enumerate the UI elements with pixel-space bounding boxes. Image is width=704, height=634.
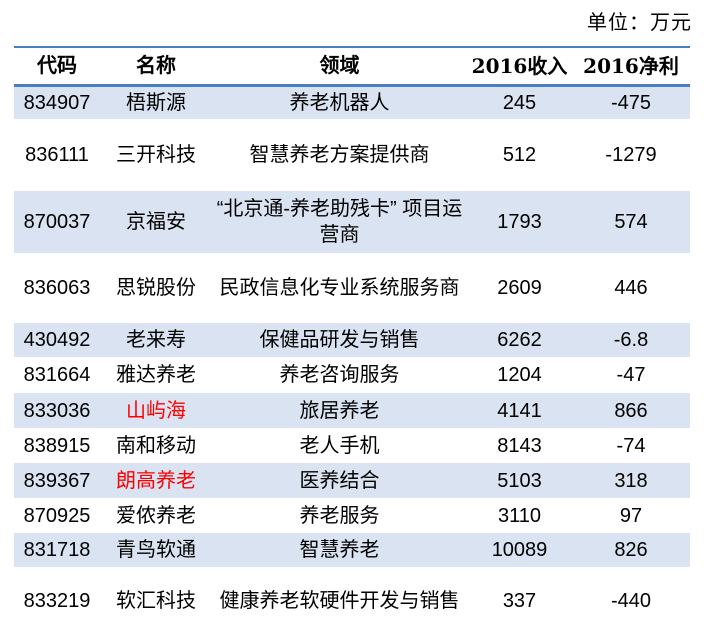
table-header-row: 代码 名称 领域 2016收入 2016净利 — [14, 48, 690, 87]
cell-field: 民政信息化专业系统服务商 — [219, 277, 460, 299]
table-row: 831664 雅达养老 养老咨询服务 1204 -47 — [14, 357, 690, 393]
cell-name: 思锐股份 — [116, 277, 196, 299]
cell-profit: -1279 — [605, 144, 657, 166]
cell-field: 养老咨询服务 — [279, 364, 400, 386]
cell-name: 南和移动 — [116, 434, 196, 457]
cell-name: 京福安 — [126, 211, 186, 233]
data-table: 代码 名称 领域 2016收入 2016净利 834907 梧斯源 养老机器人 … — [14, 46, 690, 634]
cell-revenue: 5103 — [497, 469, 542, 492]
table-row: 836063 思锐股份 民政信息化专业系统服务商 2609 446 — [14, 253, 690, 323]
cell-profit: 318 — [614, 469, 648, 492]
cell-field: 医养结合 — [299, 469, 380, 492]
header-revenue: 2016收入 — [471, 54, 568, 78]
table-row: 838915 南和移动 老人手机 8143 -74 — [14, 428, 690, 463]
table-row: 833036 山屿海 旅居养老 4141 866 — [14, 393, 690, 428]
cell-code: 836063 — [23, 277, 91, 299]
cell-code: 870037 — [23, 211, 91, 233]
cell-name: 青鸟软通 — [116, 539, 196, 561]
cell-field: 养老服务 — [299, 504, 380, 527]
cell-code: 831718 — [23, 539, 91, 561]
cell-profit: 574 — [614, 211, 648, 233]
cell-name: 三开科技 — [116, 144, 196, 166]
cell-revenue: 1793 — [497, 211, 542, 233]
cell-name: 朗高养老 — [116, 469, 196, 492]
cell-field: 老人手机 — [299, 434, 380, 457]
cell-code: 831664 — [23, 364, 91, 386]
header-profit: 2016净利 — [583, 54, 679, 78]
table-row: 836111 三开科技 智慧养老方案提供商 512 -1279 — [14, 119, 690, 191]
table-row: 870925 爱侬养老 养老服务 3110 97 — [14, 498, 690, 533]
header-code: 代码 — [37, 55, 77, 77]
cell-revenue: 2609 — [497, 277, 542, 299]
cell-profit: 97 — [619, 504, 643, 527]
cell-revenue: 8143 — [497, 434, 542, 457]
cell-code: 838915 — [23, 434, 91, 457]
cell-revenue: 6262 — [497, 329, 542, 351]
cell-profit: -47 — [616, 364, 646, 386]
cell-profit: -74 — [616, 434, 646, 457]
cell-name: 山屿海 — [126, 399, 186, 422]
table-body: 834907 梧斯源 养老机器人 245 -475 836111 三开科技 智慧… — [14, 87, 690, 634]
cell-profit: 826 — [614, 539, 648, 561]
cell-revenue: 1204 — [497, 364, 542, 386]
table-row: 870037 京福安 “北京通-养老助残卡” 项目运营商 1793 574 — [14, 191, 690, 253]
cell-name: 爱侬养老 — [116, 504, 196, 527]
table-row: 430492 老来寿 保健品研发与销售 6262 -6.8 — [14, 323, 690, 357]
cell-code: 430492 — [23, 329, 91, 351]
cell-code: 839367 — [23, 469, 91, 492]
cell-revenue: 337 — [502, 590, 537, 612]
table-row: 839367 朗高养老 医养结合 5103 318 — [14, 463, 690, 498]
cell-name: 老来寿 — [126, 329, 186, 351]
table-row: 831718 青鸟软通 智慧养老 10089 826 — [14, 533, 690, 567]
cell-code: 836111 — [25, 144, 89, 166]
cell-code: 870925 — [23, 504, 91, 527]
unit-label: 单位：万元 — [587, 12, 692, 34]
cell-field: 旅居养老 — [299, 399, 380, 422]
cell-code: 833219 — [23, 590, 91, 612]
cell-revenue: 512 — [502, 144, 537, 166]
cell-profit: -440 — [610, 590, 652, 612]
table-row: 833219 软汇科技 健康养老软硬件开发与销售 337 -440 — [14, 567, 690, 634]
cell-profit: -475 — [610, 92, 652, 114]
cell-profit: -6.8 — [613, 329, 649, 351]
cell-field: 养老机器人 — [289, 92, 390, 114]
cell-revenue: 245 — [502, 92, 537, 114]
cell-revenue: 4141 — [497, 399, 542, 422]
table-row: 834907 梧斯源 养老机器人 245 -475 — [14, 87, 690, 119]
cell-field: “北京通-养老助残卡” 项目运营商 — [216, 198, 463, 246]
cell-name: 软汇科技 — [116, 590, 196, 612]
cell-code: 834907 — [23, 92, 91, 114]
cell-profit: 866 — [614, 399, 648, 422]
cell-code: 833036 — [23, 399, 91, 422]
cell-field: 智慧养老 — [299, 539, 380, 561]
cell-revenue: 3110 — [497, 504, 541, 527]
cell-name: 雅达养老 — [116, 364, 196, 386]
cell-profit: 446 — [614, 277, 648, 299]
cell-field: 健康养老软硬件开发与销售 — [219, 590, 460, 612]
cell-name: 梧斯源 — [126, 92, 186, 114]
cell-revenue: 10089 — [491, 539, 548, 561]
cell-field: 保健品研发与销售 — [259, 329, 420, 351]
header-field: 领域 — [319, 55, 360, 77]
header-name: 名称 — [136, 55, 176, 77]
cell-field: 智慧养老方案提供商 — [249, 144, 430, 166]
